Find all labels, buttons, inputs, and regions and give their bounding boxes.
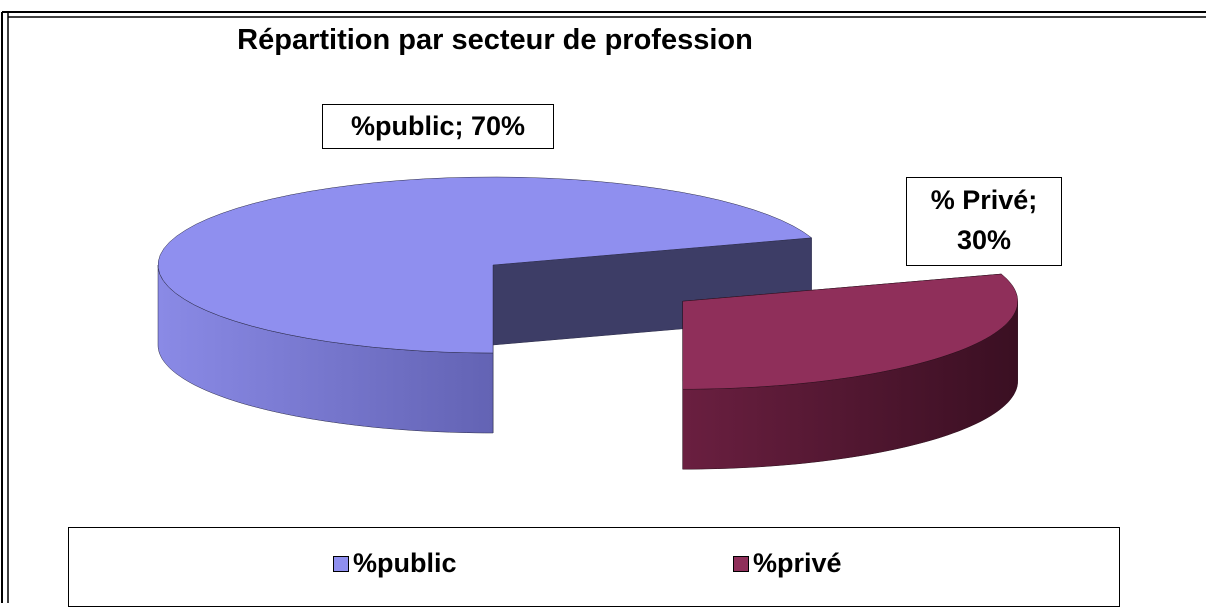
legend-swatch [333,555,349,572]
legend-item: %privé [733,548,842,579]
slice [157,176,813,354]
legend-label: %public [353,548,457,578]
data-label: % Privé; 30% [906,177,1062,266]
legend-item: %public [333,548,457,579]
slice [682,273,1018,390]
legend-swatch [733,555,749,572]
data-label: %public; 70% [322,104,554,149]
legend: %public %privé [68,527,1120,607]
chart-title: Répartition par secteur de profession [237,24,753,56]
legend-label: %privé [753,548,842,578]
